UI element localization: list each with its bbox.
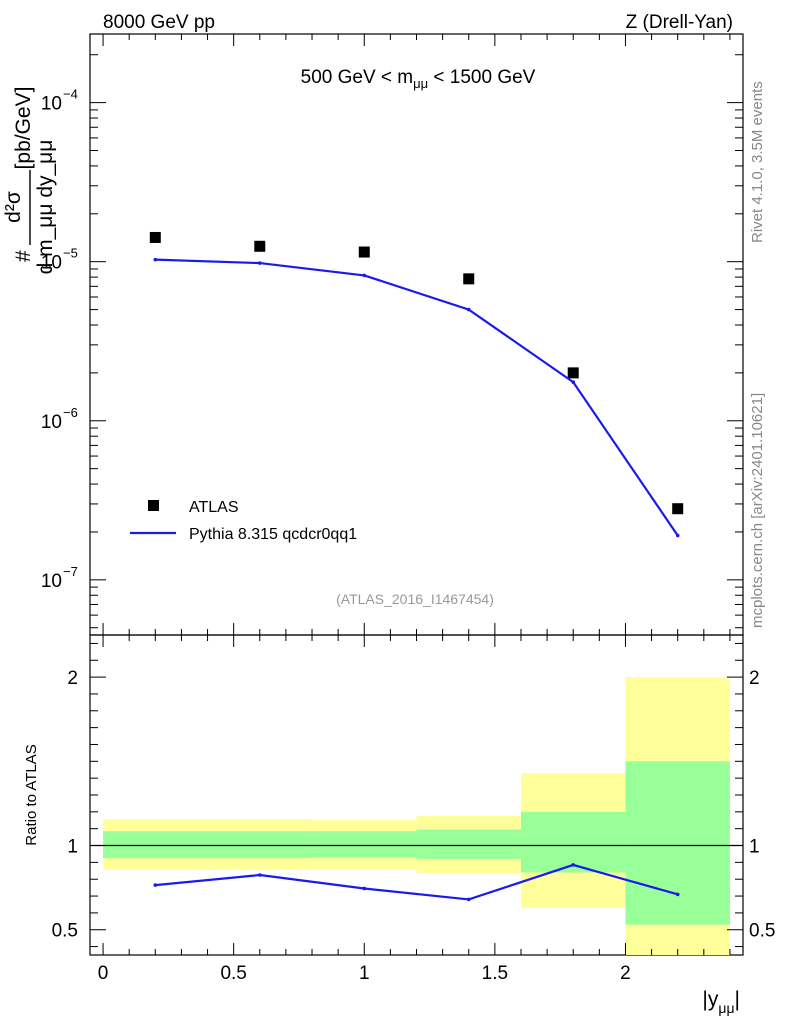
legend-label-atlas: ATLAS: [189, 499, 239, 516]
atlas-point-4: [567, 367, 579, 379]
pythia-line: [155, 258, 679, 537]
pythia-ratio-point-5: [675, 892, 680, 897]
chart-marks: [149, 231, 684, 902]
y-axis-label-hash: #: [12, 250, 35, 262]
atlas-point-3: [463, 273, 475, 285]
ratio-inner-band-5: [625, 761, 730, 925]
x-axis-label-suffix: |: [735, 988, 740, 1011]
pythia-ratio-point-1: [257, 873, 262, 877]
ratio-y-tick-label-left-2: 2: [67, 668, 78, 689]
analysis-watermark: (ATLAS_2016_I1467454): [336, 591, 494, 607]
y-tick-label-1: 10: [41, 412, 62, 433]
pythia-point-5: [675, 533, 680, 538]
y-axis-label-numerator: d²σ: [2, 191, 25, 223]
legend-label-pythia: Pythia 8.315 qcdcr0qq1: [189, 526, 357, 543]
legend-marker-atlas: [148, 500, 159, 511]
chart-title-prefix: 500 GeV < m: [301, 67, 413, 88]
atlas-point-1: [254, 240, 266, 252]
y-axis-label-unit: [pb/GeV]: [12, 87, 35, 170]
ratio-inner-band-1: [207, 831, 313, 859]
x-tick-label-2: 1: [359, 963, 370, 984]
y-tick-label-exp-1: −6: [63, 405, 78, 420]
ratio-y-tick-label-right-2: 2: [749, 668, 760, 689]
chart-title-subscript: μμ: [413, 76, 428, 91]
atlas-point-0: [149, 231, 161, 243]
pythia-ratio-point-3: [466, 897, 471, 902]
x-tick-label-0: 0: [98, 963, 109, 984]
mcplots-label: mcplots.cern.ch [arXiv:2401.10621]: [749, 393, 766, 628]
x-axis-label: |yμμ|: [702, 988, 740, 1016]
y-axis-label: # d²σ d m_μμ dy_μμ [pb/GeV]: [2, 87, 57, 275]
atlas-point-2: [358, 246, 370, 258]
x-tick-label-1: 0.5: [220, 963, 246, 984]
pythia-ratio-point-2: [362, 886, 367, 891]
pythia-ratio-point-0: [153, 883, 158, 887]
header-left-label: 8000 GeV pp: [103, 12, 215, 33]
ratio-y-tick-label-left-1: 1: [67, 837, 78, 858]
atlas-point-5: [672, 503, 684, 515]
ratio-inner-band-3: [416, 829, 521, 859]
rivet-label: Rivet 4.1.0, 3.5M events: [749, 81, 766, 243]
y-tick-label-exp-2: −5: [63, 246, 78, 261]
pythia-point-4: [571, 380, 576, 384]
x-tick-label-4: 2: [620, 963, 631, 984]
chart-title: 500 GeV < mμμ < 1500 GeV: [301, 67, 536, 91]
chart-title-suffix: < 1500 GeV: [428, 67, 536, 88]
y-tick-label-3: 10: [41, 94, 62, 115]
legend: ATLAS Pythia 8.315 qcdcr0qq1: [130, 499, 357, 543]
ratio-y-tick-label-right-0: 0.5: [749, 921, 775, 942]
pythia-point-3: [466, 307, 471, 312]
pythia-point-1: [257, 261, 262, 265]
ratio-y-axis-label: Ratio to ATLAS: [23, 744, 40, 845]
pythia-ratio-point-4: [571, 863, 576, 867]
x-axis-label-subscript: μμ: [718, 1000, 734, 1016]
ratio-y-tick-label-left-0: 0.5: [52, 921, 78, 942]
ratio-inner-band-0: [103, 831, 208, 859]
ratio-y-tick-label-right-1: 1: [749, 837, 760, 858]
x-tick-label-3: 1.5: [482, 963, 508, 984]
y-tick-label-0: 10: [41, 571, 62, 592]
y-tick-label-2: 10: [41, 253, 62, 274]
y-tick-label-exp-3: −4: [63, 87, 78, 102]
pythia-point-2: [362, 273, 367, 278]
axis-ticks: 0 0.5 1 1.5 210−710−610−510 −40.5 0.51 12 2: [41, 34, 775, 984]
y-axis-label-denominator: d m_μμ dy_μμ: [34, 140, 57, 275]
pythia-ratio-line: [155, 863, 678, 901]
main-plot-frame: [89, 33, 744, 636]
x-axis-label-prefix: |y: [702, 988, 718, 1011]
y-tick-label-exp-0: −7: [63, 564, 78, 579]
header-right-label: Z (Drell-Yan): [626, 12, 733, 33]
ratio-bands: [90, 677, 743, 955]
pythia-point-0: [153, 257, 158, 262]
ratio-inner-band-2: [312, 831, 417, 858]
ratio-inner-band-4: [520, 811, 626, 873]
